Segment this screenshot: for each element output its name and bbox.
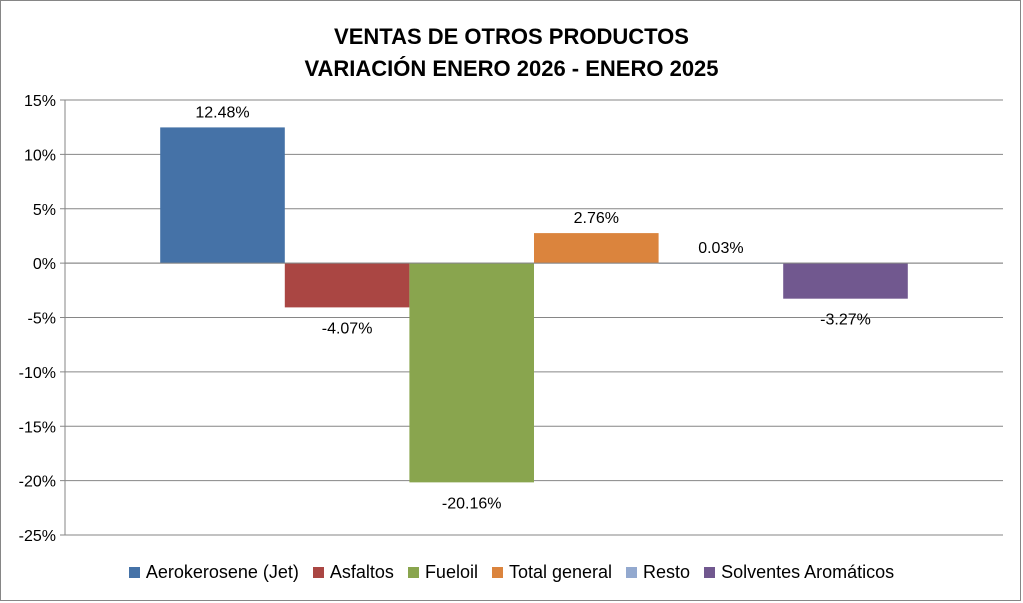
data-label: 12.48% xyxy=(195,104,249,121)
y-tick-label: 10% xyxy=(24,147,56,164)
y-tick-label: -5% xyxy=(28,311,56,328)
data-label: -4.07% xyxy=(322,320,373,337)
legend-swatch xyxy=(491,567,503,578)
legend-label: Asfaltos xyxy=(329,562,394,582)
y-tick-label: -25% xyxy=(19,528,56,545)
legend-label: Total general xyxy=(508,562,613,582)
data-label: -3.27% xyxy=(820,312,871,329)
chart-title-line-1: VENTAS DE OTROS PRODUCTOS xyxy=(334,24,689,49)
legend-item: Asfaltos xyxy=(312,562,394,583)
chart-title-line-2: VARIACIÓN ENERO 2026 - ENERO 2025 xyxy=(304,56,719,81)
y-tick-label: -20% xyxy=(19,474,56,491)
data-label: 0.03% xyxy=(698,240,743,257)
bar-fueloil xyxy=(409,263,534,483)
legend-swatch xyxy=(704,567,716,578)
y-tick-label: -15% xyxy=(19,419,56,436)
legend-swatch xyxy=(626,567,638,578)
data-label: -20.16% xyxy=(442,495,502,512)
y-tick-label: 5% xyxy=(33,202,56,219)
legend-item: Total general xyxy=(491,562,613,583)
legend-item: Resto xyxy=(626,562,690,583)
y-tick-label: 0% xyxy=(33,256,56,273)
legend-swatch xyxy=(407,567,419,578)
bar-aerokerosene-jet- xyxy=(160,127,285,264)
bar-total-general xyxy=(534,233,659,264)
bar-asfaltos xyxy=(284,263,410,308)
y-tick-label: 15% xyxy=(24,93,56,110)
legend-swatch xyxy=(128,567,140,578)
legend: Aerokerosene (Jet) Asfaltos Fueloil Total g… xyxy=(0,562,1023,583)
legend-label: Aerokerosene (Jet) xyxy=(145,562,299,582)
data-label: 2.76% xyxy=(574,210,619,227)
legend-item: Solventes Aromáticos xyxy=(704,562,894,583)
legend-label: Resto xyxy=(643,562,691,582)
legend-item: Fueloil xyxy=(407,562,478,583)
y-tick-label: -10% xyxy=(19,365,56,382)
bar-solventes-arom-ticos xyxy=(783,263,908,299)
legend-item: Aerokerosene (Jet) xyxy=(128,562,299,583)
legend-swatch xyxy=(312,567,324,578)
legend-label: Solventes Aromáticos xyxy=(721,562,895,582)
legend-label: Fueloil xyxy=(424,562,478,582)
